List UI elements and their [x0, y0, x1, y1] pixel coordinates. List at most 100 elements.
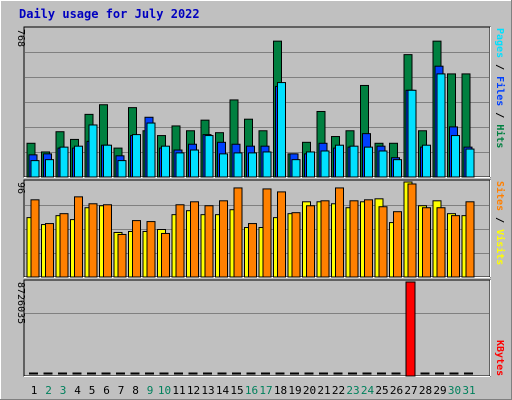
sites-bar	[233, 187, 243, 278]
pages-bar	[161, 145, 170, 178]
pages-bar	[132, 134, 141, 178]
x-tick-label: 24	[361, 384, 375, 397]
pages-bar	[233, 152, 243, 178]
x-tick-label: 22	[332, 384, 345, 397]
sites-bar	[45, 223, 54, 278]
sites-bar	[204, 205, 214, 278]
x-tick-label: 14	[216, 384, 230, 397]
x-tick-label: 19	[288, 384, 301, 397]
x-tick-label: 4	[74, 384, 81, 397]
pages-bar	[204, 135, 214, 178]
x-tick-label: 6	[103, 384, 110, 397]
x-tick-label: 29	[433, 384, 446, 397]
sites-bar	[407, 183, 417, 278]
x-tick-label: 30	[448, 384, 461, 397]
pages-bar	[262, 151, 272, 178]
y-max-label: 8726035	[15, 282, 26, 324]
sites-bar	[74, 196, 83, 278]
legend-pages: Pages	[494, 28, 505, 58]
sites-bar	[88, 203, 98, 278]
x-tick-label: 28	[419, 384, 432, 397]
x-tick-label: 26	[390, 384, 403, 397]
pages-bar	[103, 144, 112, 178]
pages-bar	[306, 151, 315, 178]
pages-bar	[335, 144, 344, 178]
sites-bar	[364, 199, 373, 278]
sites-bar	[190, 201, 199, 278]
x-tick-label: 15	[230, 384, 243, 397]
x-tick-label: 31	[462, 384, 475, 397]
pages-bar	[74, 145, 83, 178]
pages-bar	[349, 145, 359, 178]
sites-bar	[422, 207, 431, 278]
x-tick-label: 18	[274, 384, 287, 397]
pages-bar	[248, 152, 257, 178]
pages-bar	[407, 89, 417, 178]
pages-bar	[190, 149, 199, 178]
pages-bar	[30, 160, 40, 178]
x-tick-label: 17	[259, 384, 272, 397]
legend-visits: Visits	[494, 229, 506, 265]
x-tick-label: 8	[132, 384, 139, 397]
sites-bar	[451, 215, 460, 278]
x-tick-label: 20	[303, 384, 316, 397]
x-tick-label: 23	[346, 384, 359, 397]
pages-bar	[320, 150, 330, 178]
x-tick-label: 7	[118, 384, 125, 397]
sites-bar	[436, 207, 446, 278]
pages-bar	[364, 146, 373, 178]
sites-bar	[320, 200, 330, 278]
pages-bar	[117, 160, 127, 178]
x-tick-label: 16	[245, 384, 258, 397]
sites-bar	[161, 232, 170, 278]
sites-bar	[219, 200, 228, 278]
pages-bar	[436, 73, 446, 178]
x-tick-label: 2	[45, 384, 52, 397]
x-tick-label: 12	[187, 384, 200, 397]
sites-bar	[306, 205, 315, 278]
x-tick-label: 13	[201, 384, 214, 397]
plot-panel	[23, 279, 491, 377]
x-tick-label: 3	[60, 384, 67, 397]
pages-bar	[59, 146, 69, 178]
pages-bar	[88, 124, 98, 178]
kbytes-bar	[405, 281, 416, 377]
sites-bar	[103, 204, 112, 278]
x-tick-label: 10	[158, 384, 171, 397]
x-tick-label: 9	[147, 384, 154, 397]
legend-separator: /	[494, 211, 505, 229]
pages-bar	[45, 159, 54, 178]
legend-top: Pages / Files / Hits	[494, 28, 506, 148]
legend-kbytes: KBytes	[494, 340, 505, 376]
legend-separator: /	[494, 58, 505, 76]
sites-bar	[262, 188, 272, 278]
pages-bar	[378, 150, 388, 178]
x-tick-label: 25	[375, 384, 388, 397]
legend-bottom: KBytes	[494, 340, 505, 376]
legend-sites: Sites	[494, 181, 506, 211]
sites-bar	[335, 187, 344, 278]
sites-bar	[349, 200, 359, 278]
pages-bar	[393, 159, 402, 178]
sites-bar	[175, 204, 185, 278]
pages-bar	[175, 152, 185, 178]
pages-bar	[146, 122, 156, 178]
y-max-label: 768	[15, 29, 26, 47]
pages-bar	[277, 82, 286, 178]
x-tick-label: 11	[172, 384, 185, 397]
x-tick-label: 1	[31, 384, 38, 397]
sites-bar	[248, 223, 257, 278]
sites-bar	[132, 220, 141, 278]
legend-middle: Sites / Visits	[494, 181, 506, 265]
x-tick-label: 27	[404, 384, 417, 397]
sites-bar	[465, 201, 475, 278]
pages-bar	[219, 153, 228, 178]
sites-bar	[59, 213, 69, 278]
x-tick-label: 21	[317, 384, 330, 397]
sites-bar	[378, 206, 388, 278]
pages-bar	[465, 148, 475, 178]
sites-bar	[146, 221, 156, 278]
legend-separator: /	[494, 106, 505, 124]
legend-hits: Hits	[494, 124, 506, 148]
